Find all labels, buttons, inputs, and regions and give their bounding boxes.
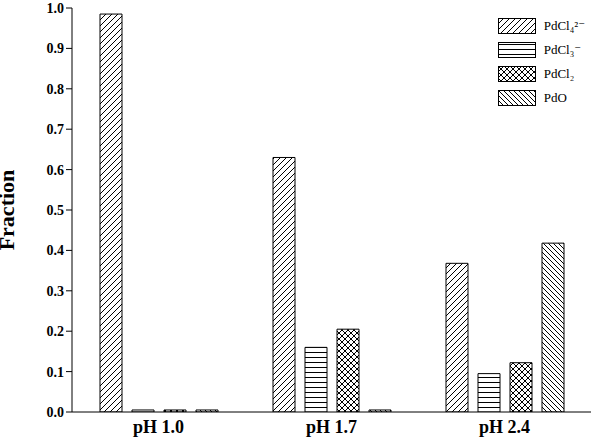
svg-text:0.7: 0.7 <box>47 122 65 137</box>
svg-text:0.1: 0.1 <box>47 365 65 380</box>
svg-text:0.3: 0.3 <box>47 284 65 299</box>
html-text:PdCl₃⁻: PdCl₃⁻ <box>543 42 582 57</box>
html-text:PdCl₂: PdCl₂ <box>543 66 575 81</box>
svg-text:pH 1.7: pH 1.7 <box>306 417 357 437</box>
svg-text:Fraction: Fraction <box>0 170 19 251</box>
svg-text:0.4: 0.4 <box>47 243 65 258</box>
svg-text:0.5: 0.5 <box>47 203 65 218</box>
svg-text:0.2: 0.2 <box>47 324 65 339</box>
svg-text:0.8: 0.8 <box>47 82 65 97</box>
svg-text:0.6: 0.6 <box>47 163 65 178</box>
svg-text:pH 2.4: pH 2.4 <box>479 417 530 437</box>
svg-text:0.9: 0.9 <box>47 41 65 56</box>
svg-text:0.0: 0.0 <box>47 405 65 420</box>
svg-text:1.0: 1.0 <box>47 1 65 16</box>
html-text:PdCl₄²⁻: PdCl₄²⁻ <box>543 18 585 33</box>
html-text:PdO: PdO <box>543 90 567 105</box>
svg-text:pH 1.0: pH 1.0 <box>133 417 184 437</box>
